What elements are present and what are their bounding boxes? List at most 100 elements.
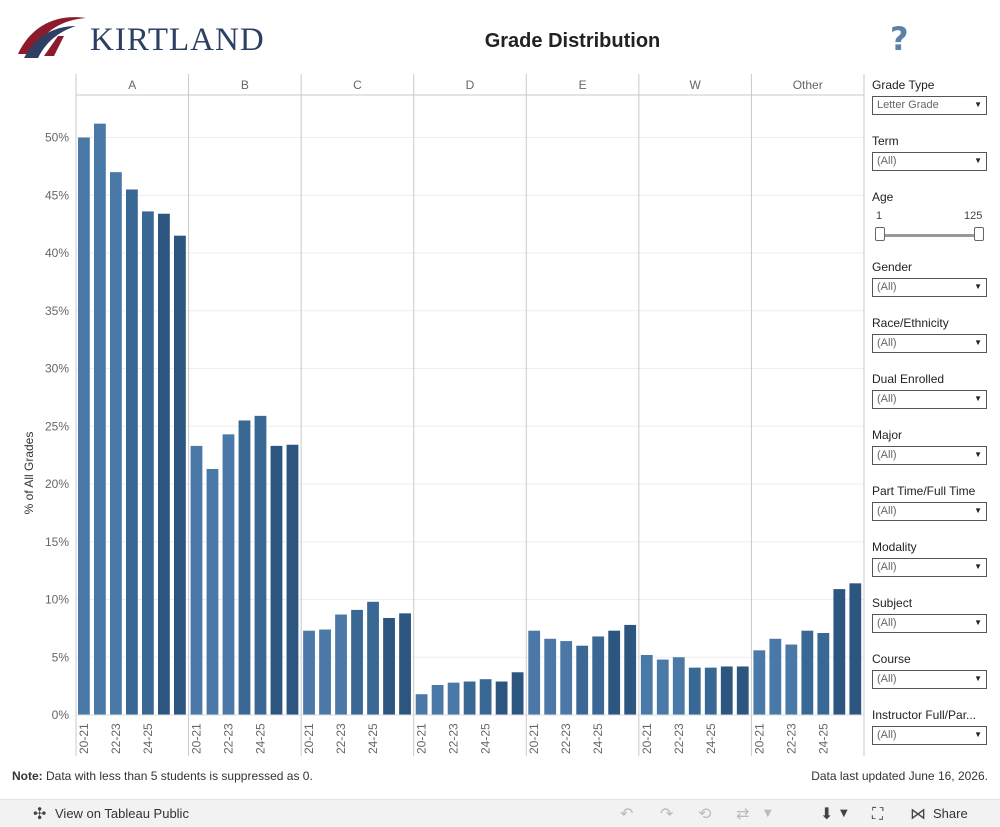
bar bbox=[351, 609, 363, 715]
course-select[interactable]: (All) ▼ bbox=[872, 670, 987, 689]
age-max-label: 125 bbox=[964, 210, 983, 222]
grade-type-select[interactable]: Letter Grade ▼ bbox=[872, 96, 987, 115]
filter-part-time-full-time: Part Time/Full Time (All) ▼ bbox=[872, 484, 990, 521]
view-on-tableau-link[interactable]: View on Tableau Public bbox=[55, 806, 189, 821]
share-button[interactable]: Share bbox=[933, 806, 968, 821]
x-tick-label: 22-23 bbox=[447, 723, 461, 754]
bar bbox=[174, 235, 186, 716]
undo-icon[interactable]: ↶ bbox=[620, 804, 634, 823]
bar bbox=[640, 654, 653, 715]
logo-text: KIRTLAND bbox=[90, 22, 265, 58]
filter-major: Major (All) ▼ bbox=[872, 428, 990, 465]
fullscreen-icon[interactable]: ⛶ bbox=[872, 804, 884, 823]
age-slider-track[interactable] bbox=[878, 234, 978, 237]
x-tick-label: 22-23 bbox=[334, 723, 348, 754]
x-tick-label: 20-21 bbox=[752, 723, 766, 754]
filter-label: Course bbox=[872, 652, 911, 666]
y-tick-label: 20% bbox=[45, 477, 69, 491]
revert-icon[interactable]: ⟲ bbox=[698, 804, 712, 823]
facet-label: Other bbox=[793, 78, 823, 92]
gender-select[interactable]: (All) ▼ bbox=[872, 278, 987, 297]
bar bbox=[576, 645, 589, 715]
help-icon[interactable]: ? bbox=[890, 20, 909, 58]
tableau-toolbar: ✣ View on Tableau Public ↶ ↷ ⟲ ⇄ ▼ ⬇ ▼ ⛶… bbox=[0, 799, 1000, 827]
dual-enrolled-select[interactable]: (All) ▼ bbox=[872, 390, 987, 409]
filter-instructor: Instructor Full/Par... (All) ▼ bbox=[872, 708, 990, 745]
kirtland-logo: KIRTLAND bbox=[14, 10, 274, 66]
x-tick-label: 22-23 bbox=[109, 723, 123, 754]
filter-label: Dual Enrolled bbox=[872, 372, 945, 386]
bar bbox=[592, 636, 605, 715]
bar bbox=[270, 445, 283, 715]
refresh-icon[interactable]: ⇄ bbox=[736, 804, 750, 823]
chevron-down-icon: ▼ bbox=[974, 674, 982, 683]
subject-select[interactable]: (All) ▼ bbox=[872, 614, 987, 633]
bar bbox=[672, 657, 685, 715]
y-tick-label: 5% bbox=[52, 650, 70, 664]
age-slider-max-handle[interactable] bbox=[974, 227, 984, 241]
bar bbox=[495, 681, 508, 715]
download-icon[interactable]: ⬇ bbox=[820, 804, 834, 823]
term-select[interactable]: (All) ▼ bbox=[872, 152, 987, 171]
filter-gender: Gender (All) ▼ bbox=[872, 260, 990, 297]
filter-label: Gender bbox=[872, 260, 913, 274]
filter-term: Term (All) ▼ bbox=[872, 134, 990, 171]
part-time-full-time-select[interactable]: (All) ▼ bbox=[872, 502, 987, 521]
y-tick-label: 45% bbox=[45, 188, 69, 202]
race-ethnicity-select[interactable]: (All) ▼ bbox=[872, 334, 987, 353]
x-tick-label: 20-21 bbox=[77, 723, 91, 754]
select-value: (All) bbox=[877, 729, 897, 741]
chevron-down-icon[interactable]: ▼ bbox=[764, 808, 772, 819]
chevron-down-icon[interactable]: ▼ bbox=[840, 808, 848, 819]
bar bbox=[303, 630, 315, 715]
chevron-down-icon: ▼ bbox=[974, 562, 982, 571]
footnote-label: Note: bbox=[12, 769, 43, 783]
filter-grade-type: Grade Type Letter Grade ▼ bbox=[872, 78, 990, 115]
y-tick-label: 40% bbox=[45, 246, 69, 260]
select-value: (All) bbox=[877, 337, 897, 349]
filter-label: Instructor Full/Par... bbox=[872, 708, 977, 722]
x-tick-label: 20-21 bbox=[189, 723, 203, 754]
logo-swoosh-icon bbox=[18, 17, 86, 58]
bar bbox=[319, 629, 331, 715]
chevron-down-icon: ▼ bbox=[974, 450, 982, 459]
x-tick-label: 20-21 bbox=[415, 723, 429, 754]
filter-label: Term bbox=[872, 134, 899, 148]
instructor-select[interactable]: (All) ▼ bbox=[872, 726, 987, 745]
y-axis-label: % of All Grades bbox=[22, 432, 36, 515]
filter-label: Part Time/Full Time bbox=[872, 484, 976, 498]
age-slider-min-handle[interactable] bbox=[875, 227, 885, 241]
filter-subject: Subject (All) ▼ bbox=[872, 596, 990, 633]
chevron-down-icon: ▼ bbox=[974, 338, 982, 347]
modality-select[interactable]: (All) ▼ bbox=[872, 558, 987, 577]
bar bbox=[94, 123, 106, 715]
x-tick-label: 24-25 bbox=[816, 723, 830, 754]
major-select[interactable]: (All) ▼ bbox=[872, 446, 987, 465]
select-value: (All) bbox=[877, 393, 897, 405]
chevron-down-icon: ▼ bbox=[974, 100, 982, 109]
x-tick-label: 24-25 bbox=[141, 723, 155, 754]
footnote-text: Data with less than 5 students is suppre… bbox=[42, 769, 313, 783]
bar bbox=[785, 644, 798, 715]
filter-race-ethnicity: Race/Ethnicity (All) ▼ bbox=[872, 316, 990, 353]
filter-label: Subject bbox=[872, 596, 913, 610]
redo-icon[interactable]: ↷ bbox=[660, 804, 674, 823]
filter-label: Age bbox=[872, 190, 894, 204]
select-value: (All) bbox=[877, 673, 897, 685]
y-tick-label: 15% bbox=[45, 535, 69, 549]
bar bbox=[126, 189, 138, 716]
x-tick-label: 24-25 bbox=[366, 723, 380, 754]
share-icon[interactable]: ⋈ bbox=[910, 804, 926, 823]
filter-label: Grade Type bbox=[872, 78, 935, 92]
bar bbox=[222, 434, 235, 715]
x-tick-label: 24-25 bbox=[591, 723, 605, 754]
y-tick-label: 50% bbox=[45, 131, 69, 145]
bar bbox=[753, 650, 766, 715]
bar bbox=[447, 682, 460, 715]
page-title: Grade Distribution bbox=[484, 30, 661, 52]
bar bbox=[688, 667, 701, 715]
bar bbox=[479, 679, 492, 715]
select-value: (All) bbox=[877, 561, 897, 573]
y-tick-label: 25% bbox=[45, 419, 69, 433]
select-value: Letter Grade bbox=[877, 99, 939, 111]
